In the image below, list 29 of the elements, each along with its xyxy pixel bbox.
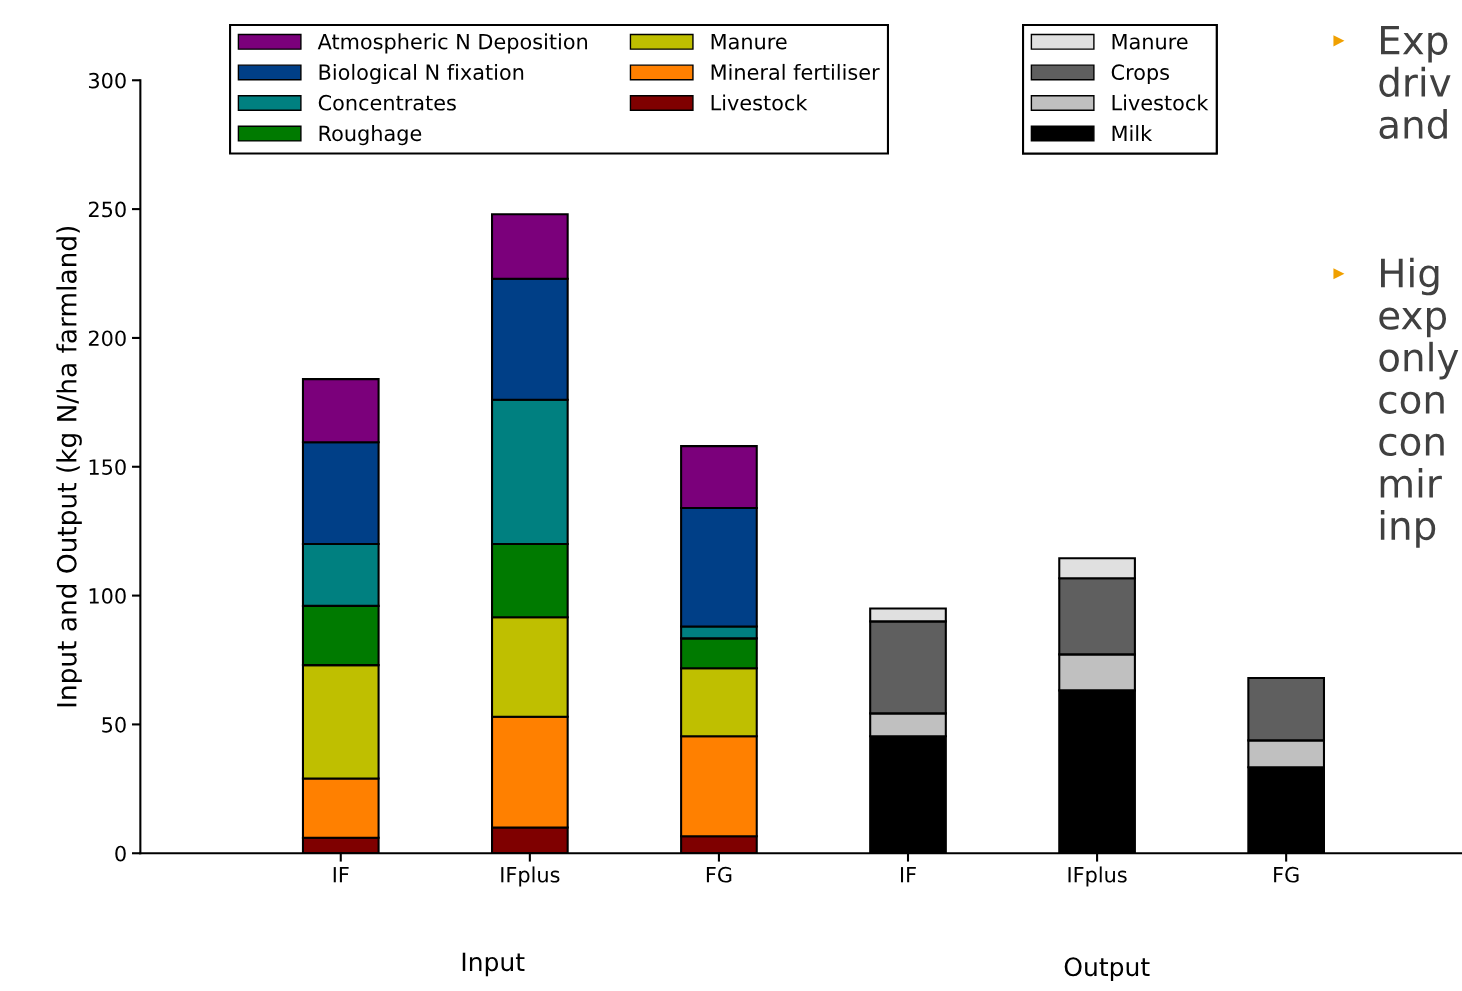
- legend-label: Milk: [1112, 125, 1153, 141]
- legend-label: Concentrates: [318, 94, 456, 111]
- legend-label: Atmospheric N Deposition: [317, 33, 588, 54]
- x-tick-label: FG: [706, 866, 732, 883]
- y-tick-label: 200: [88, 330, 126, 347]
- y-tick-label: 0: [115, 845, 126, 862]
- legend-label: Manure: [1112, 33, 1188, 50]
- legend-label: Crops: [1111, 64, 1170, 85]
- text: ▸Hig exp only con con mir inp: [1333, 257, 1459, 548]
- x-tick-label: IFplus: [1068, 866, 1127, 887]
- y-tick-label: 250: [88, 201, 126, 218]
- text: Output: [1064, 957, 1150, 982]
- legend-label: Biological N fixation: [319, 63, 524, 85]
- legend-label: Mineral fertiliser: [711, 63, 880, 81]
- legend-label: Livestock: [1112, 94, 1209, 111]
- y-tick-label: 50: [102, 716, 126, 733]
- text: ▸Exp driv and: [1333, 25, 1451, 140]
- legend-label: Roughage: [319, 125, 422, 146]
- y-tick-label: 300: [88, 72, 126, 89]
- y-tick-label: 150: [89, 459, 126, 475]
- legend-label: Livestock: [711, 94, 808, 111]
- x-tick-label: IF: [900, 867, 916, 883]
- y-axis-title: Input and Output (kg N/ha farmland): [56, 226, 82, 707]
- x-tick-label: IFplus: [501, 866, 560, 887]
- y-tick-label: 100: [89, 588, 126, 604]
- x-tick-label: FG: [1274, 866, 1299, 883]
- text: Input: [462, 952, 525, 977]
- x-tick-label: IF: [333, 867, 349, 883]
- legend-label: Manure: [711, 33, 787, 50]
